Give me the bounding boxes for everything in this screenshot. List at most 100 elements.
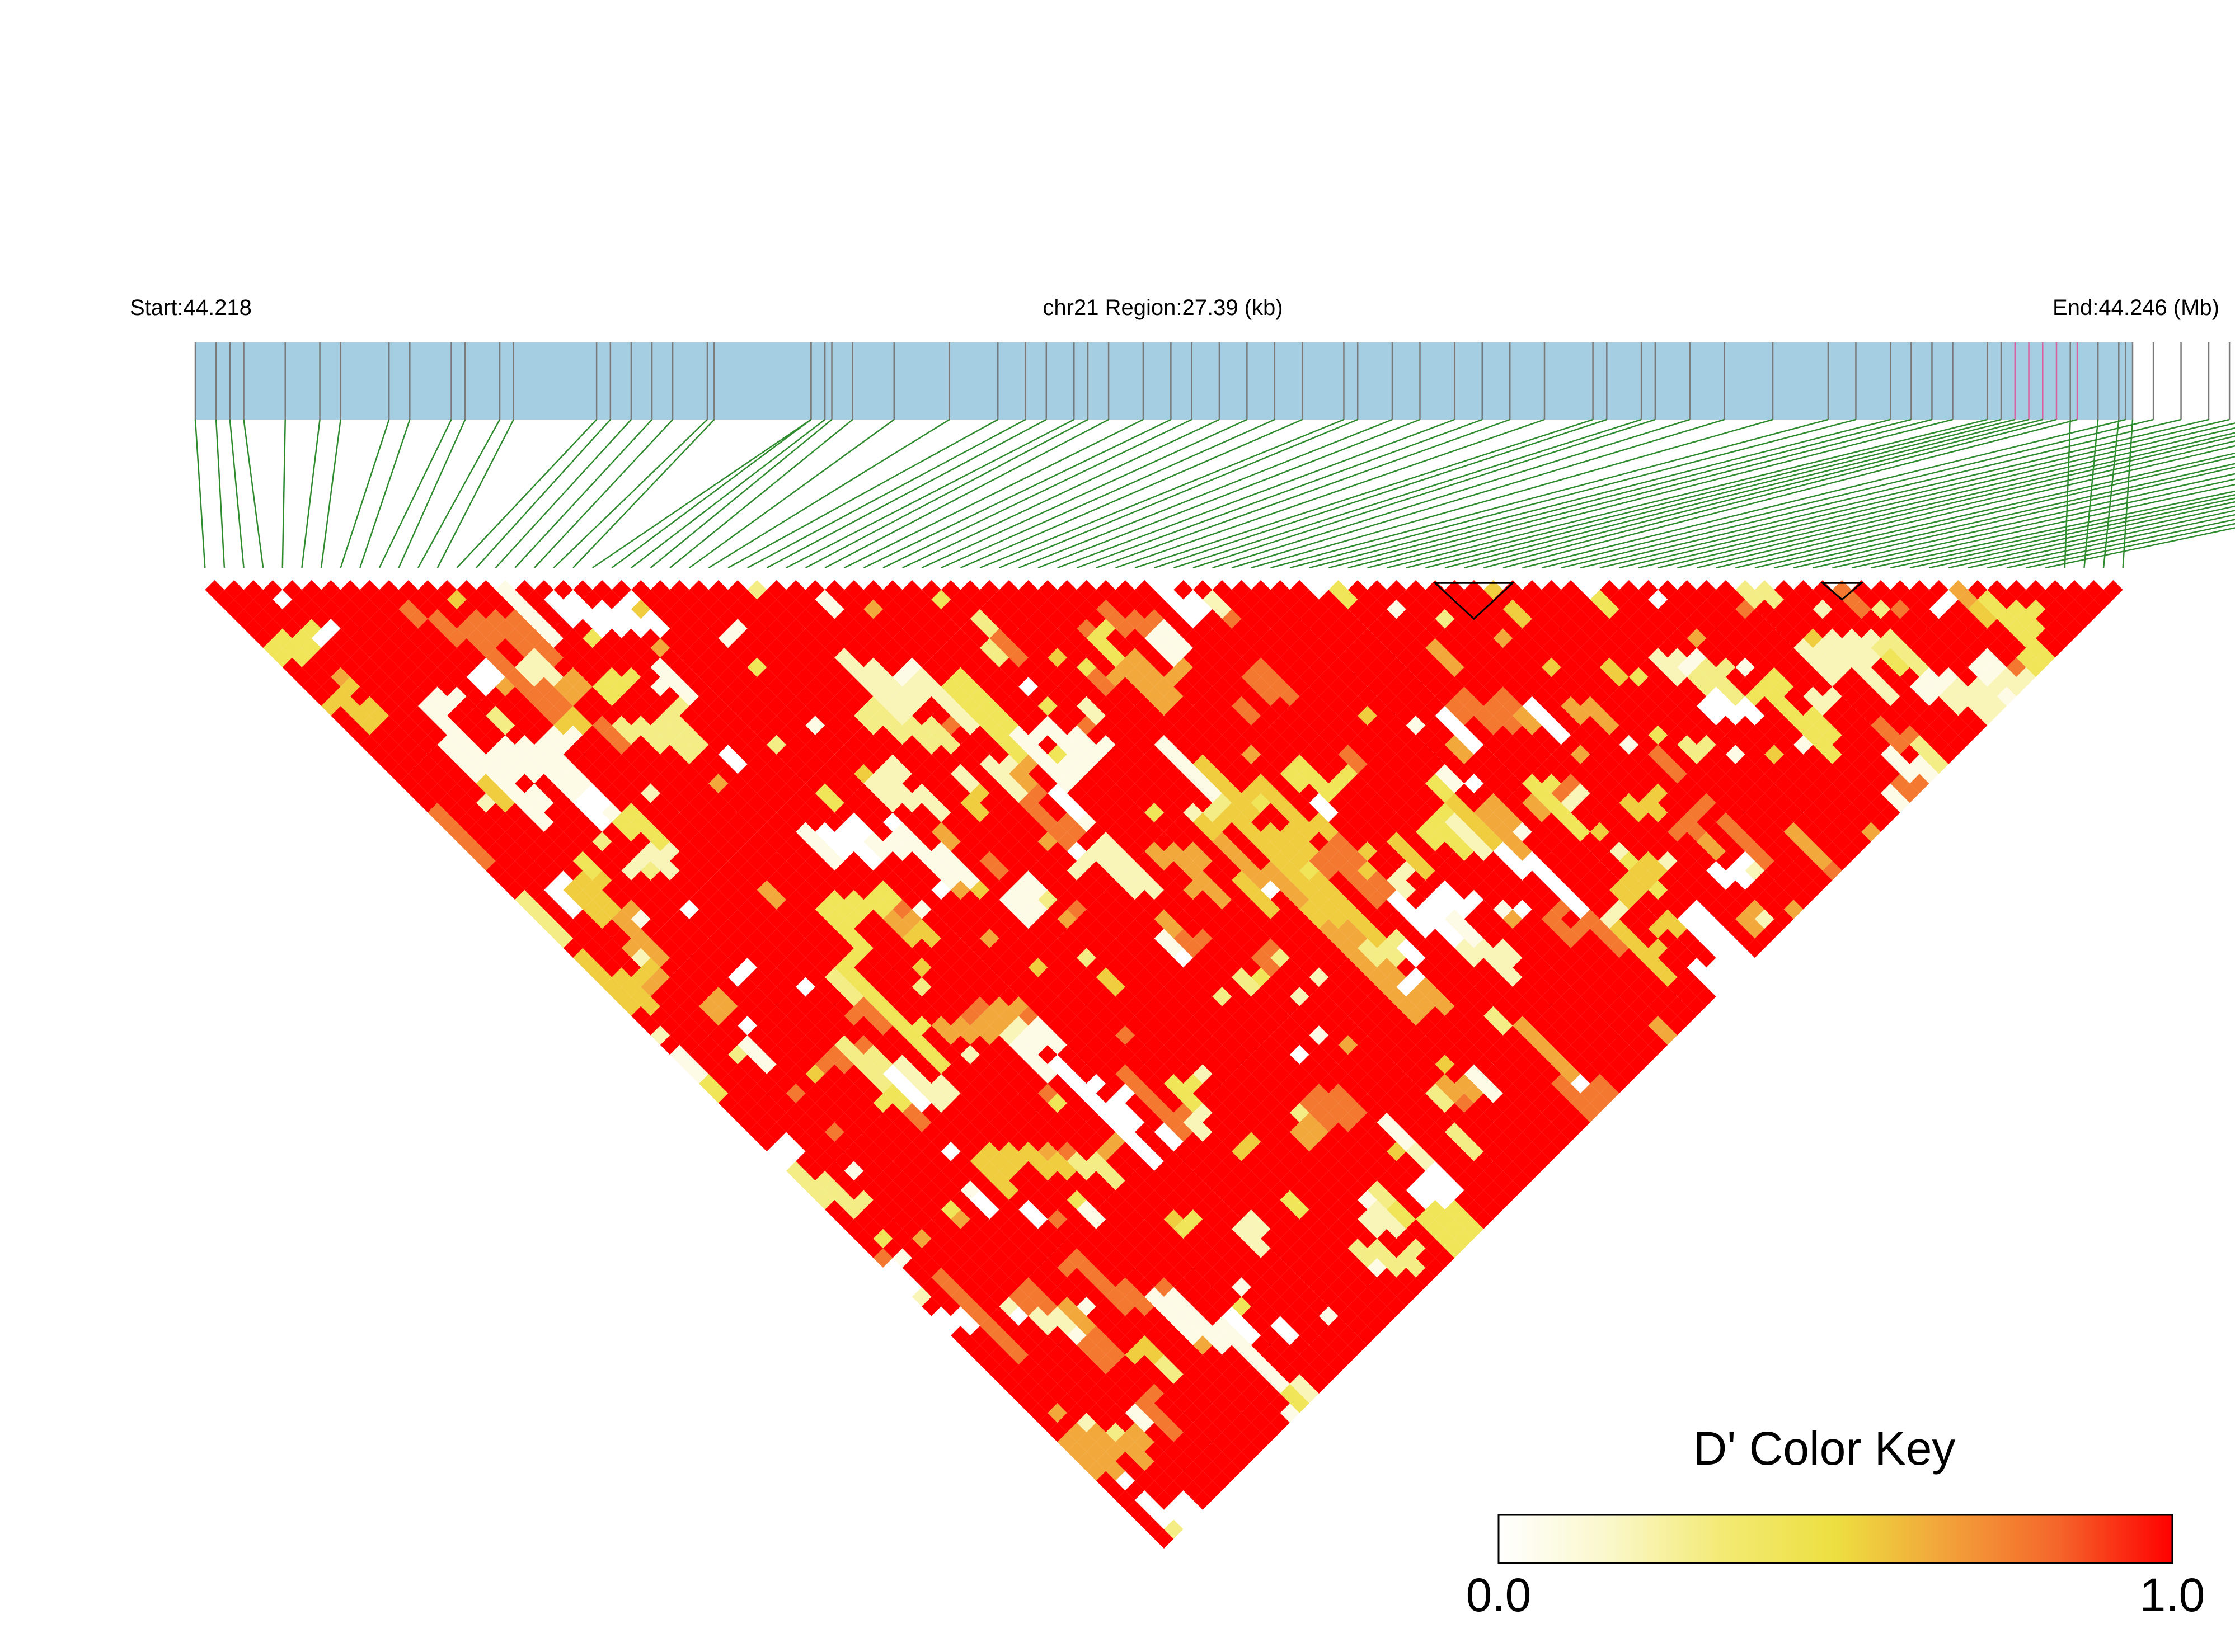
ld-cell [834,667,854,687]
ld-cell [1077,1044,1096,1065]
ld-cell [1037,793,1058,813]
ld-cell [1367,812,1387,832]
ld-cell [922,1103,941,1123]
ld-cell [515,832,534,851]
ld-cell [418,657,438,677]
ld-cell [1096,1413,1116,1433]
ld-cell [1919,764,1939,784]
ld-cell [1077,1374,1096,1394]
ld-cell [1571,996,1590,1016]
ld-cell [960,638,980,658]
ld-cell [980,1239,999,1258]
ld-cell [999,1084,1019,1103]
ld-cell [980,1296,999,1316]
ld-cell [398,677,419,696]
ld-cell [650,754,670,774]
ld-cell [398,619,419,638]
ld-cell [679,667,699,687]
ld-cell [631,793,651,813]
ld-cell [1493,938,1513,958]
ld-cell [1813,870,1833,890]
ld-cell [515,619,534,638]
ld-cell [1416,900,1435,919]
ld-cell [1735,812,1755,832]
ld-cell [893,1132,912,1152]
ld-cell [476,851,496,871]
ld-cell [1077,1064,1096,1084]
ld-cell [1416,1035,1435,1055]
ld-cell [466,609,486,629]
ld-cell [1416,1093,1435,1113]
snp-connector-line [1464,418,2043,569]
ld-cell [960,716,980,735]
ld-cell [1077,1219,1096,1239]
ld-cell [1212,1141,1232,1161]
ld-cell [854,880,874,900]
ld-cell [757,1132,777,1152]
ld-cell [1416,1190,1435,1210]
ld-cell [398,754,419,774]
ld-cell [466,745,486,764]
ld-cell [1416,958,1435,977]
ld-cell [873,1190,893,1210]
ld-cell [1096,1277,1116,1297]
snp-connector-line [1231,418,1725,569]
ld-cell [1115,735,1135,755]
ld-cell [1037,1122,1058,1142]
ld-cell [1328,1316,1348,1336]
ld-cell [757,841,777,861]
ld-cell [1735,696,1755,716]
ld-cell [1173,1199,1193,1220]
ld-cell [1037,1064,1058,1084]
ld-cell [1609,803,1629,822]
ld-cell [1774,716,1794,735]
ld-cell [1697,929,1716,948]
ld-cell [553,657,574,677]
ld-cell [699,919,719,939]
ld-cell [282,657,302,677]
ld-cell [1018,1277,1038,1297]
ld-cell [738,841,757,861]
ld-cell [457,735,476,755]
ld-cell [941,870,961,890]
ld-cell [699,841,719,861]
ld-cell [379,599,399,619]
ld-cell [854,1151,874,1171]
ld-cell [1774,793,1794,813]
ld-cell [1018,1374,1038,1394]
ld-cell [1018,812,1038,832]
ld-cell [1251,1296,1271,1316]
ld-cell [1212,1219,1232,1239]
ld-cell [1609,977,1629,997]
ld-cell [1454,1035,1474,1055]
ld-cell [1290,638,1309,658]
ld-cell [960,929,980,948]
ld-cell [1493,1055,1513,1074]
ld-cell [960,870,980,890]
ld-cell [1212,1122,1232,1142]
ld-cell [1173,774,1193,793]
ld-cell [573,870,593,890]
ld-cell [369,725,389,745]
ld-cell [1037,1103,1058,1123]
ld-cell [1425,580,1445,600]
ld-cell [1658,599,1678,619]
ld-cell [631,657,651,677]
ld-cell [922,1122,941,1142]
ld-cell [834,880,854,900]
ld-cell [1900,745,1920,764]
ld-cell [1290,832,1309,851]
ld-cell [815,880,835,900]
ld-cell [718,803,738,822]
ld-cell [796,977,815,997]
ld-cell [922,967,941,987]
ld-cell [1290,1374,1309,1394]
ld-cell [999,1141,1019,1161]
ld-cell [1454,1170,1474,1190]
ld-cell [592,774,612,793]
ld-cell [679,725,699,745]
ld-cell [1416,1229,1435,1249]
ld-cell [873,958,893,977]
ld-cell [893,977,912,997]
ld-cell [1454,745,1474,764]
